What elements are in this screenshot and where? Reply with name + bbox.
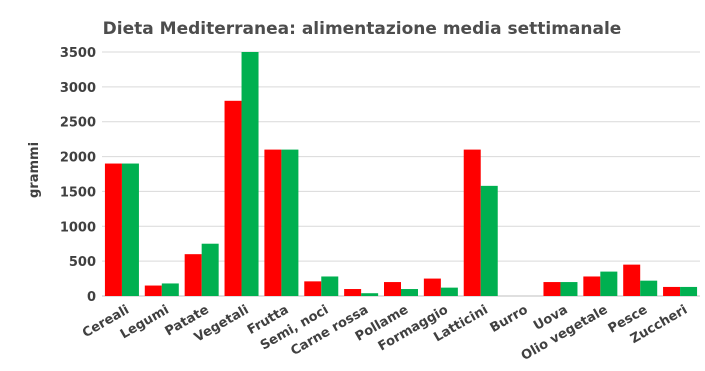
- y-tick-label-2: 1000: [60, 220, 96, 235]
- y-tick-label-1: 500: [69, 255, 96, 270]
- bar-series1-11: [560, 282, 578, 296]
- bar-series1-13: [640, 280, 658, 296]
- y-tick-label-4: 2000: [60, 151, 96, 166]
- bars: [104, 52, 698, 296]
- y-tick-label-5: 2500: [60, 116, 96, 131]
- bar-series0-7: [384, 282, 401, 296]
- bar-series1-0: [121, 163, 139, 296]
- bar-series1-7: [401, 289, 418, 296]
- x-tick-label-10: Burro: [488, 302, 531, 335]
- bar-series0-3: [224, 100, 242, 296]
- bar-series0-8: [423, 278, 441, 296]
- bar-series0-2: [184, 254, 202, 296]
- bar-series1-5: [321, 276, 339, 296]
- bar-series1-4: [281, 149, 299, 296]
- bar-series0-5: [304, 281, 322, 296]
- y-tick-label-0: 0: [87, 290, 96, 305]
- bar-series0-1: [144, 285, 162, 296]
- y-axis-label: grammi: [27, 142, 42, 198]
- bar-series1-6: [361, 293, 379, 296]
- bar-series0-11: [543, 282, 561, 296]
- bar-series1-12: [600, 271, 618, 296]
- bar-series1-2: [201, 243, 219, 296]
- bar-series1-14: [680, 286, 698, 296]
- y-tick-label-7: 3500: [60, 46, 96, 61]
- bar-series1-9: [480, 185, 498, 296]
- bar-series1-3: [241, 52, 259, 296]
- y-tick-label-3: 1500: [60, 185, 96, 200]
- bar-series0-13: [623, 264, 641, 296]
- y-tick-label-6: 3000: [60, 81, 96, 96]
- y-tick-labels: 0 500 1000 1500 2000 2500 3000 3500: [60, 46, 96, 305]
- bar-series0-12: [583, 276, 601, 296]
- bar-series0-6: [344, 289, 362, 296]
- chart-title: Dieta Mediterranea: alimentazione media …: [103, 19, 622, 39]
- bar-series0-9: [463, 149, 481, 296]
- bar-series0-4: [264, 149, 282, 296]
- bar-series0-0: [104, 163, 122, 296]
- bar-series1-8: [440, 287, 458, 296]
- bar-series1-1: [161, 283, 179, 296]
- bar-series0-14: [663, 286, 681, 296]
